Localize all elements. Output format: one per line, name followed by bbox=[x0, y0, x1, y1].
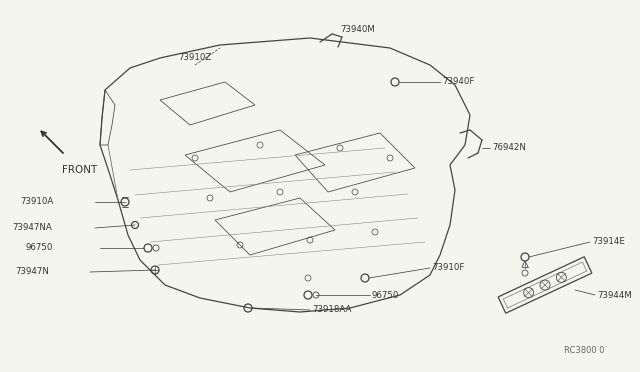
Text: 73910A: 73910A bbox=[20, 198, 53, 206]
Text: 73914E: 73914E bbox=[592, 237, 625, 247]
Text: 76942N: 76942N bbox=[492, 144, 526, 153]
Text: 73940M: 73940M bbox=[340, 26, 375, 35]
Text: 96750: 96750 bbox=[372, 291, 399, 299]
Text: 73944M: 73944M bbox=[597, 291, 632, 299]
Text: 73918AA: 73918AA bbox=[312, 305, 351, 314]
Text: 73910Z: 73910Z bbox=[178, 54, 211, 62]
Text: FRONT: FRONT bbox=[62, 165, 97, 175]
Text: 73947N: 73947N bbox=[15, 267, 49, 276]
Text: 96750: 96750 bbox=[25, 244, 52, 253]
Text: 73940F: 73940F bbox=[442, 77, 474, 87]
Text: 73947NA: 73947NA bbox=[12, 224, 52, 232]
Text: RC3800 0: RC3800 0 bbox=[564, 346, 605, 355]
Text: 73910F: 73910F bbox=[432, 263, 465, 273]
